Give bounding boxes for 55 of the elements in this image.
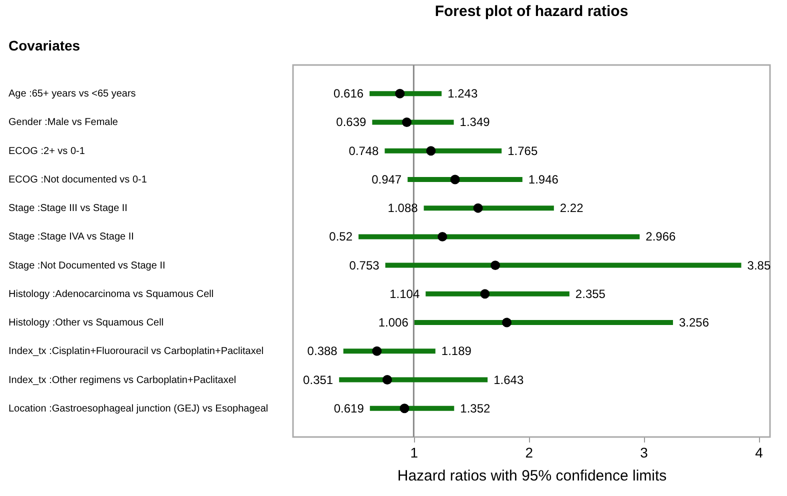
- annotation: 1.006: [378, 316, 409, 330]
- annotation: 0.52: [329, 230, 353, 244]
- x-tick-label: 2: [525, 444, 534, 460]
- annotation: 1.243: [448, 86, 478, 101]
- point: [402, 117, 412, 127]
- annotation: 1.946: [528, 172, 559, 186]
- x-axis-title: Hazard ratios with 95% confidence limits: [397, 468, 667, 484]
- annotation: 1.352: [460, 401, 490, 416]
- y-tick-label: Index_tx :Other regimens vs Carboplatin+Paclitaxel: [8, 374, 236, 386]
- x-tick-label: 1: [410, 444, 418, 460]
- y-tick-label: Stage :Stage III vs Stage II: [8, 203, 128, 214]
- annotation: 1.643: [494, 372, 524, 387]
- annotation: 0.619: [334, 401, 364, 416]
- y-tick-label: Age :65+ years vs <65 years: [8, 88, 136, 100]
- annotation: 1.349: [460, 115, 490, 130]
- point: [400, 404, 410, 414]
- annotation: 1.104: [390, 286, 420, 301]
- annotation: 2.966: [646, 230, 676, 244]
- annotation: 0.748: [348, 144, 380, 158]
- point: [426, 146, 436, 156]
- annotation: 0.388: [307, 344, 338, 358]
- annotation: 1.088: [388, 201, 418, 216]
- y-tick-label: Stage :Stage IVA vs Stage II: [8, 232, 134, 243]
- annotation: 0.639: [336, 115, 367, 130]
- y-tick-label: ECOG :Not documented vs 0-1: [8, 174, 148, 186]
- point: [438, 232, 448, 242]
- annotation: 0.947: [372, 172, 402, 186]
- chart-title: Forest plot of hazard ratios: [434, 3, 628, 20]
- point: [490, 260, 500, 270]
- point: [480, 289, 490, 299]
- annotation: 3.256: [678, 316, 710, 330]
- y-tick-label: Gender :Male vs Female: [8, 117, 118, 128]
- point: [382, 375, 392, 385]
- x-tick-label: 3: [640, 444, 648, 460]
- annotation: 2.22: [560, 201, 584, 216]
- annotation: 1.765: [508, 144, 538, 158]
- point: [502, 318, 512, 328]
- annotation: 0.616: [334, 86, 364, 101]
- annotation: 0.351: [303, 372, 334, 387]
- y-tick-label: Stage :Not Documented vs Stage II: [8, 260, 166, 272]
- y-tick-label: Location :Gastroesophageal junction (GEJ) vs Esophageal: [8, 403, 268, 414]
- annotation: 2.355: [575, 286, 606, 301]
- y-axis-title: Covariates: [8, 38, 80, 54]
- x-tick-label: 4: [755, 444, 764, 460]
- point: [450, 174, 460, 184]
- y-tick-label: Index_tx :Cisplatin+Fluorouracil vs Carboplatin+Paclitaxel: [8, 346, 264, 358]
- y-tick-label: Histology :Other vs Squamous Cell: [8, 318, 164, 329]
- point: [372, 346, 382, 356]
- annotation: 1.189: [441, 344, 472, 358]
- annotation: 0.753: [349, 258, 380, 272]
- point: [473, 203, 483, 213]
- y-tick-label: ECOG :2+ vs 0-1: [8, 146, 86, 157]
- y-tick-label: Histology :Adenocarcinoma vs Squamous Cell: [8, 288, 214, 300]
- point: [395, 88, 405, 98]
- annotation: 3.85: [747, 258, 771, 272]
